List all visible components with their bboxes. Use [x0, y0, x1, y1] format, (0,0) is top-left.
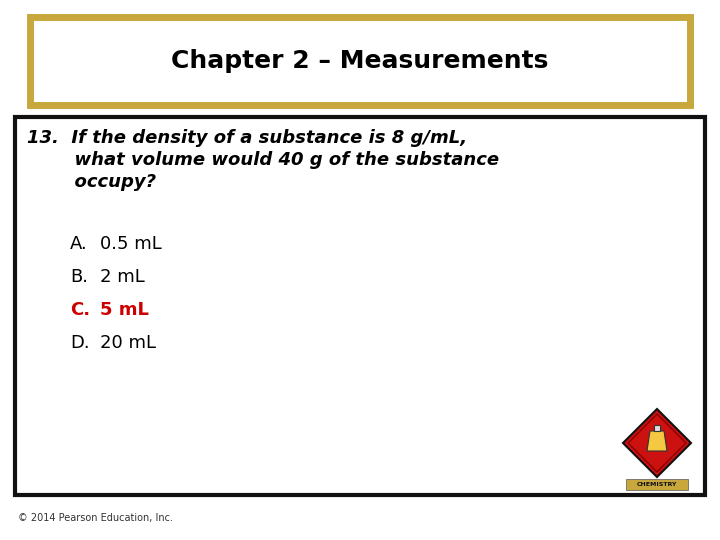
Text: 2 mL: 2 mL: [100, 268, 145, 286]
Polygon shape: [647, 431, 667, 451]
Text: D.: D.: [70, 334, 89, 352]
Polygon shape: [623, 409, 691, 477]
FancyBboxPatch shape: [15, 117, 705, 495]
Text: B.: B.: [70, 268, 88, 286]
Polygon shape: [654, 425, 660, 431]
Text: Chapter 2 – Measurements: Chapter 2 – Measurements: [171, 49, 549, 73]
Text: 5 mL: 5 mL: [100, 301, 149, 319]
Text: © 2014 Pearson Education, Inc.: © 2014 Pearson Education, Inc.: [18, 513, 173, 523]
Text: occupy?: occupy?: [37, 173, 156, 191]
Text: CHEMISTRY: CHEMISTRY: [636, 482, 678, 487]
FancyBboxPatch shape: [30, 17, 690, 105]
Text: C.: C.: [70, 301, 90, 319]
Text: 13.  If the density of a substance is 8 g/mL,: 13. If the density of a substance is 8 g…: [27, 129, 467, 147]
Text: A.: A.: [70, 235, 88, 253]
FancyBboxPatch shape: [626, 479, 688, 490]
Text: 20 mL: 20 mL: [100, 334, 156, 352]
Text: 0.5 mL: 0.5 mL: [100, 235, 162, 253]
Text: what volume would 40 g of the substance: what volume would 40 g of the substance: [37, 151, 499, 169]
